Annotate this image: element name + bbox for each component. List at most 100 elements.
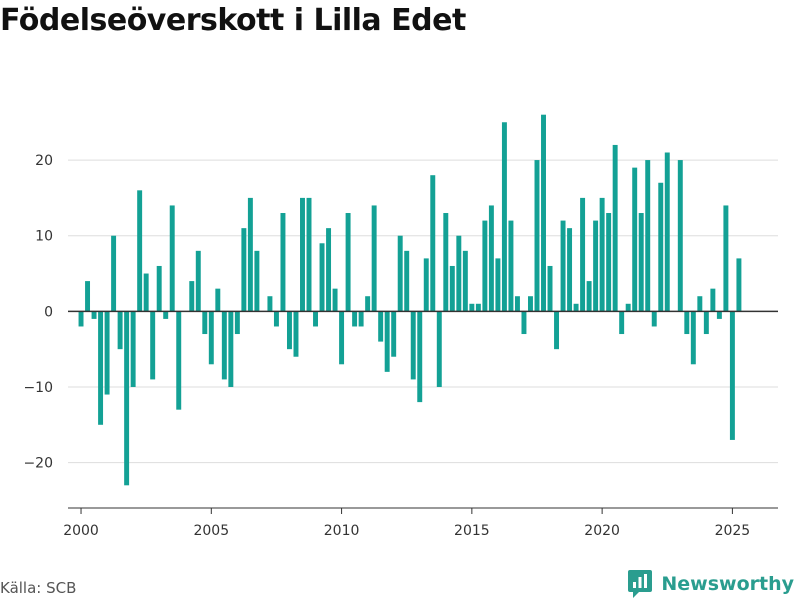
y-tick-label: 10 <box>35 229 53 245</box>
bar <box>651 311 657 327</box>
axes: −20 −10 0 10 20 2000 2005 2010 2015 2020 2025 <box>23 153 778 539</box>
bar <box>300 197 305 312</box>
bar <box>560 220 566 312</box>
bar <box>710 288 716 312</box>
bar <box>586 281 592 312</box>
bar <box>417 311 423 403</box>
bar <box>495 258 501 312</box>
bar <box>534 160 540 312</box>
source-label: Källa: SCB <box>0 579 77 597</box>
bar <box>521 311 527 335</box>
bar <box>443 213 449 312</box>
bar <box>423 258 429 312</box>
bar <box>98 311 104 425</box>
bar <box>169 205 175 312</box>
bar <box>221 311 227 380</box>
bar <box>514 296 520 312</box>
bar <box>176 311 182 410</box>
bar <box>254 250 260 312</box>
bar <box>124 311 130 486</box>
bar <box>228 311 234 387</box>
bar <box>684 311 690 335</box>
bar <box>664 152 670 312</box>
bar <box>469 303 475 312</box>
bar <box>449 265 455 312</box>
bar <box>143 273 149 312</box>
bar <box>247 197 253 312</box>
bar <box>137 190 143 312</box>
bar <box>729 311 735 440</box>
bar <box>723 205 729 312</box>
bar <box>189 281 195 312</box>
bar <box>345 213 351 312</box>
bar <box>215 288 221 312</box>
bar <box>430 175 436 312</box>
bar <box>703 311 709 335</box>
bar <box>78 311 84 327</box>
bar <box>599 197 605 312</box>
x-tick-label: 2000 <box>63 523 99 539</box>
bar <box>378 311 384 342</box>
bar <box>645 160 651 312</box>
bar <box>267 296 273 312</box>
bar <box>528 296 533 312</box>
bar <box>365 296 371 312</box>
bar <box>352 311 358 327</box>
brand-logo[interactable]: Newsworthy <box>627 569 794 599</box>
x-tick-label: 2015 <box>454 523 490 539</box>
bar <box>625 303 631 312</box>
bar <box>241 228 247 312</box>
bar <box>638 213 644 312</box>
bar <box>475 303 481 312</box>
bar <box>104 311 110 395</box>
bar <box>606 213 612 312</box>
bar <box>619 311 625 335</box>
bar <box>410 311 416 380</box>
bar <box>456 235 462 312</box>
bar <box>612 144 618 312</box>
bar <box>462 250 468 312</box>
bar <box>111 235 117 312</box>
bar <box>306 197 312 312</box>
bar <box>286 311 292 350</box>
y-tick-label: −10 <box>23 380 53 396</box>
bar <box>567 228 573 312</box>
bar <box>234 311 240 335</box>
bar <box>482 220 488 312</box>
bar <box>404 250 410 312</box>
bar <box>658 182 664 312</box>
bar <box>397 235 403 312</box>
x-tick-label: 2005 <box>193 523 229 539</box>
chart-title: Födelseöverskott i Lilla Edet <box>0 3 466 38</box>
x-tick-label: 2020 <box>584 523 620 539</box>
y-tick-label: −20 <box>23 456 53 472</box>
bar <box>150 311 156 380</box>
x-tick-label: 2010 <box>324 523 360 539</box>
bar <box>280 213 286 312</box>
bar <box>130 311 136 387</box>
bar <box>716 311 722 319</box>
bar <box>580 197 586 312</box>
bar <box>117 311 123 350</box>
bar <box>91 311 97 319</box>
y-tick-label: 0 <box>44 304 53 320</box>
bar <box>208 311 214 365</box>
bar <box>690 311 696 365</box>
bar <box>436 311 442 387</box>
bar-chart-logo-icon <box>628 570 653 598</box>
bars <box>78 114 742 486</box>
bar <box>384 311 390 372</box>
bar <box>195 250 201 312</box>
bar <box>573 303 579 312</box>
bar <box>319 243 325 312</box>
bar <box>163 311 169 319</box>
bar <box>632 167 638 312</box>
bar <box>488 205 494 312</box>
bar <box>202 311 208 335</box>
bar <box>371 205 377 312</box>
bar <box>339 311 345 365</box>
bar <box>593 220 599 312</box>
bar <box>677 160 683 312</box>
bar <box>541 114 546 312</box>
